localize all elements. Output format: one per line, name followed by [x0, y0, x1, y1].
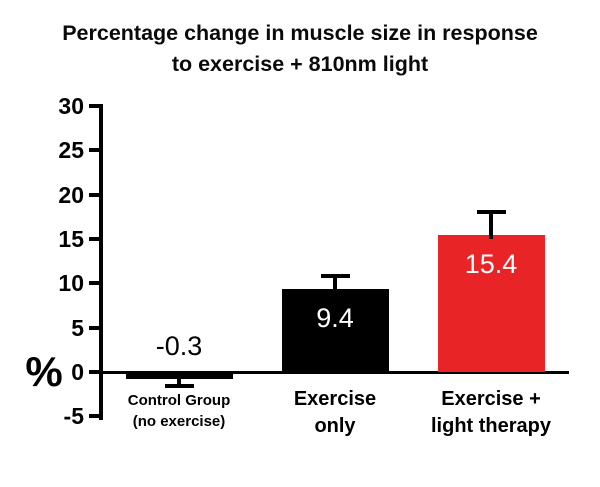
y-tick-mark: [89, 104, 99, 108]
y-tick-label: 5: [71, 314, 84, 341]
chart-title-line2: to exercise + 810nm light: [171, 52, 429, 76]
error-bar-line: [333, 274, 337, 293]
category-label-line2: only: [314, 415, 356, 437]
error-bar-cap: [320, 274, 350, 279]
bar-value-label: 9.4: [316, 302, 354, 333]
category-label-line2: (no exercise): [132, 413, 226, 430]
y-axis-line: [99, 104, 103, 420]
y-tick-mark: [89, 236, 99, 241]
y-tick-mark: [89, 325, 99, 330]
y-tick-label: 15: [58, 225, 84, 252]
error-bar-line: [489, 209, 493, 240]
category-label-line1: Exercise +: [441, 388, 541, 410]
category-label-control: Control Group (no exercise): [99, 386, 259, 432]
y-tick-label: 20: [58, 181, 84, 208]
y-axis-unit-label: %: [25, 348, 63, 395]
y-tick-label: 0: [71, 358, 84, 385]
chart-title-line1: Percentage change in muscle size in resp…: [62, 21, 538, 45]
bar-value-label: 15.4: [464, 249, 518, 280]
bar-control: [125, 372, 233, 379]
bar-value-label: -0.3: [155, 331, 203, 361]
y-tick-mark: [89, 281, 99, 286]
category-label-exercise-only: Exercise only: [255, 386, 415, 440]
error-bar-cap: [476, 209, 506, 214]
y-tick-label: 30: [58, 93, 84, 119]
y-tick-mark: [89, 369, 99, 374]
y-tick-mark: [89, 414, 99, 419]
chart-title: Percentage change in muscle size in resp…: [0, 18, 600, 80]
y-tick-label: 10: [58, 270, 84, 297]
error-bar-line: [177, 376, 181, 389]
bar-exercise-light: [437, 235, 545, 372]
error-bar-cap: [164, 384, 194, 389]
category-label-line1: Exercise: [293, 388, 377, 410]
bar-exercise-only: [281, 288, 389, 372]
category-label-exercise-light: Exercise + light therapy: [411, 386, 571, 440]
x-axis-line: [99, 371, 569, 374]
y-tick-label: -5: [63, 403, 84, 430]
y-tick-mark: [89, 148, 99, 153]
y-tick-label: 25: [58, 137, 84, 164]
category-label-line2: light therapy: [430, 415, 551, 437]
y-tick-mark: [89, 192, 99, 197]
category-label-line1: Control Group: [127, 392, 231, 409]
